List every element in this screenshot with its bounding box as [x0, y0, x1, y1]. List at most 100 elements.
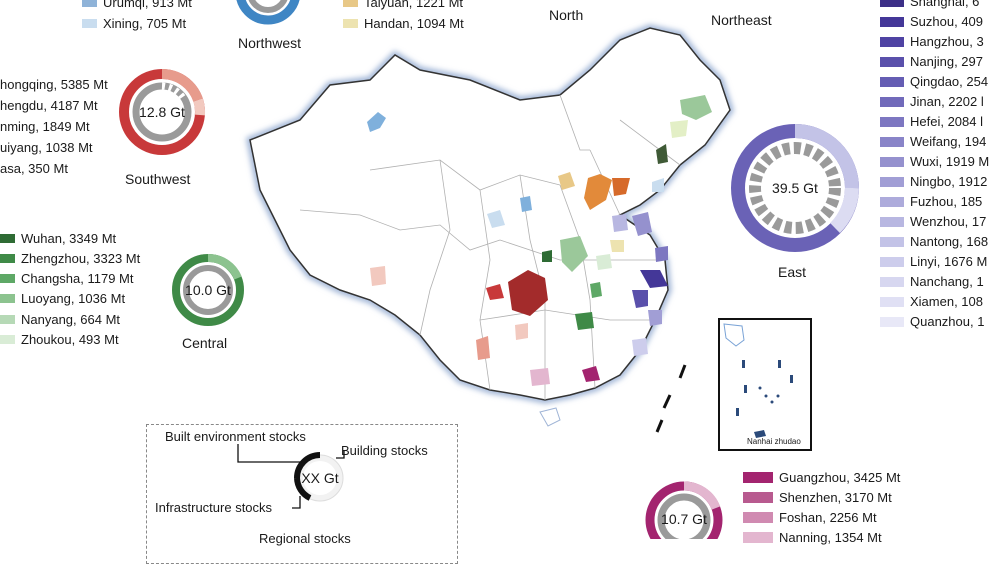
region-label-north: North: [549, 7, 584, 23]
legend-swatch: [343, 19, 358, 28]
southwest-total: 12.8 Gt: [139, 104, 185, 120]
legend-label: Wuhan, 3349 Mt: [21, 231, 117, 246]
legend-label: Xiamen, 108: [910, 294, 983, 309]
legend-label: Hangzhou, 3: [910, 34, 984, 49]
legend-label: Jinan, 2202 l: [910, 94, 984, 109]
legend-item: Wuxi, 1919 M: [880, 154, 989, 169]
legend-label: Handan, 1094 Mt: [364, 16, 464, 31]
legend-label: Xining, 705 Mt: [103, 16, 187, 31]
legend-swatch: [880, 116, 904, 127]
legend-item: Suzhou, 409: [880, 14, 983, 29]
region-label-central: Central: [182, 335, 228, 351]
legend-swatch: [743, 532, 773, 543]
south-total: 10.7 Gt: [661, 511, 707, 527]
legend-item: nming, 1849 Mt: [0, 119, 90, 134]
legend-item: Nanchang, 1: [880, 274, 984, 289]
legend-label: Qingdao, 254: [910, 74, 989, 89]
legend-label: Fuzhou, 185: [910, 194, 983, 209]
legend-item: hongqing, 5385 Mt: [0, 77, 108, 92]
legend-item: Shenzhen, 3170 Mt: [743, 490, 892, 505]
legend-label: hengdu, 4187 Mt: [0, 98, 98, 113]
legend-item: Zhoukou, 493 Mt: [0, 332, 119, 347]
legend-label: uiyang, 1038 Mt: [0, 140, 93, 155]
legend-swatch: [880, 176, 904, 187]
legend-item: Luoyang, 1036 Mt: [0, 291, 125, 306]
legend-item: Weifang, 194: [880, 134, 986, 149]
region-label-northeast: Northeast: [711, 12, 772, 28]
legend-swatch: [880, 216, 904, 227]
legend-label: Zhengzhou, 3323 Mt: [21, 251, 141, 266]
legend-label: Wuxi, 1919 M: [910, 154, 990, 169]
legend-label: Suzhou, 409: [910, 14, 984, 29]
nine-dash: [655, 364, 687, 433]
legend-item: Qingdao, 254: [880, 74, 988, 89]
inset-label: Nanhai zhudao: [747, 437, 801, 446]
legend-item: asa, 350 Mt: [0, 161, 68, 176]
key-building: Building stocks: [341, 443, 428, 458]
legend-label: Weifang, 194: [910, 134, 987, 149]
legend-swatch: [880, 296, 904, 307]
legend-label: Nanjing, 297: [910, 54, 983, 69]
legend-swatch: [82, 0, 97, 7]
region-label-east: East: [778, 264, 807, 280]
legend-swatch: [880, 36, 904, 47]
legend-item: Linyi, 1676 M: [880, 254, 987, 269]
legend-item: Xining, 705 Mt: [82, 16, 186, 31]
legend-swatch: [743, 512, 773, 523]
legend-swatch: [0, 274, 15, 283]
legend-item: Wenzhou, 17: [880, 214, 986, 229]
legend-item: Jinan, 2202 l: [880, 94, 984, 109]
legend-swatch: [0, 315, 15, 324]
legend-item: Nanyang, 664 Mt: [0, 312, 120, 327]
legend-swatch: [82, 19, 97, 28]
legend-item: Nantong, 168: [880, 234, 988, 249]
legend-swatch: [743, 472, 773, 483]
key-built-environment: Built environment stocks: [165, 429, 306, 444]
legend-swatch: [880, 136, 904, 147]
legend-swatch: [880, 16, 904, 27]
legend-label: Foshan, 2256 Mt: [779, 510, 877, 525]
legend-item: uiyang, 1038 Mt: [0, 140, 93, 155]
legend-swatch: [880, 316, 904, 327]
legend-item: Handan, 1094 Mt: [343, 16, 464, 31]
legend-label: Ningbo, 1912: [910, 174, 988, 189]
legend-swatch: [0, 335, 15, 344]
legend-label: Nanning, 1354 Mt: [779, 530, 882, 545]
legend-label: hongqing, 5385 Mt: [0, 77, 108, 92]
legend-label: Taiyuan, 1221 Mt: [364, 0, 464, 10]
legend-item: Hefei, 2084 l: [880, 114, 983, 129]
legend-swatch: [880, 96, 904, 107]
legend-item: Changsha, 1179 Mt: [0, 271, 134, 286]
legend-label: Wenzhou, 17: [910, 214, 987, 229]
east-total: 39.5 Gt: [772, 180, 818, 196]
legend-item: Nanjing, 297: [880, 54, 983, 69]
legend-swatch: [880, 156, 904, 167]
legend-label: Nanyang, 664 Mt: [21, 312, 121, 327]
city-patches: [367, 95, 712, 386]
legend-label: Quanzhou, 1: [910, 314, 985, 329]
legend-swatch: [880, 236, 904, 247]
legend-label: Hefei, 2084 l: [910, 114, 983, 129]
legend-label: Changsha, 1179 Mt: [21, 271, 134, 286]
legend-item: Guangzhou, 3425 Mt: [743, 470, 900, 485]
legend-label: Nantong, 168: [910, 234, 989, 249]
region-label-northwest: Northwest: [238, 35, 302, 51]
legend-item: Quanzhou, 1: [880, 314, 984, 329]
legend-swatch: [743, 492, 773, 503]
key-center: XX Gt: [301, 470, 339, 486]
legend-item: Hangzhou, 3: [880, 34, 984, 49]
legend-label: Urumqi, 913 Mt: [103, 0, 192, 10]
legend-swatch: [880, 56, 904, 67]
legend-swatch: [880, 196, 904, 207]
legend-swatch: [880, 76, 904, 87]
legend-swatch: [880, 256, 904, 267]
legend-item: Wuhan, 3349 Mt: [0, 231, 116, 246]
legend-item: Ningbo, 1912: [880, 174, 987, 189]
legend-item: Nanning, 1354 Mt: [743, 530, 882, 545]
legend-swatch: [343, 0, 358, 7]
legend-label: Linyi, 1676 M: [910, 254, 988, 269]
legend-swatch: [880, 0, 904, 7]
central-total: 10.0 Gt: [185, 282, 231, 298]
legend-swatch: [880, 276, 904, 287]
legend-swatch: [0, 234, 15, 243]
